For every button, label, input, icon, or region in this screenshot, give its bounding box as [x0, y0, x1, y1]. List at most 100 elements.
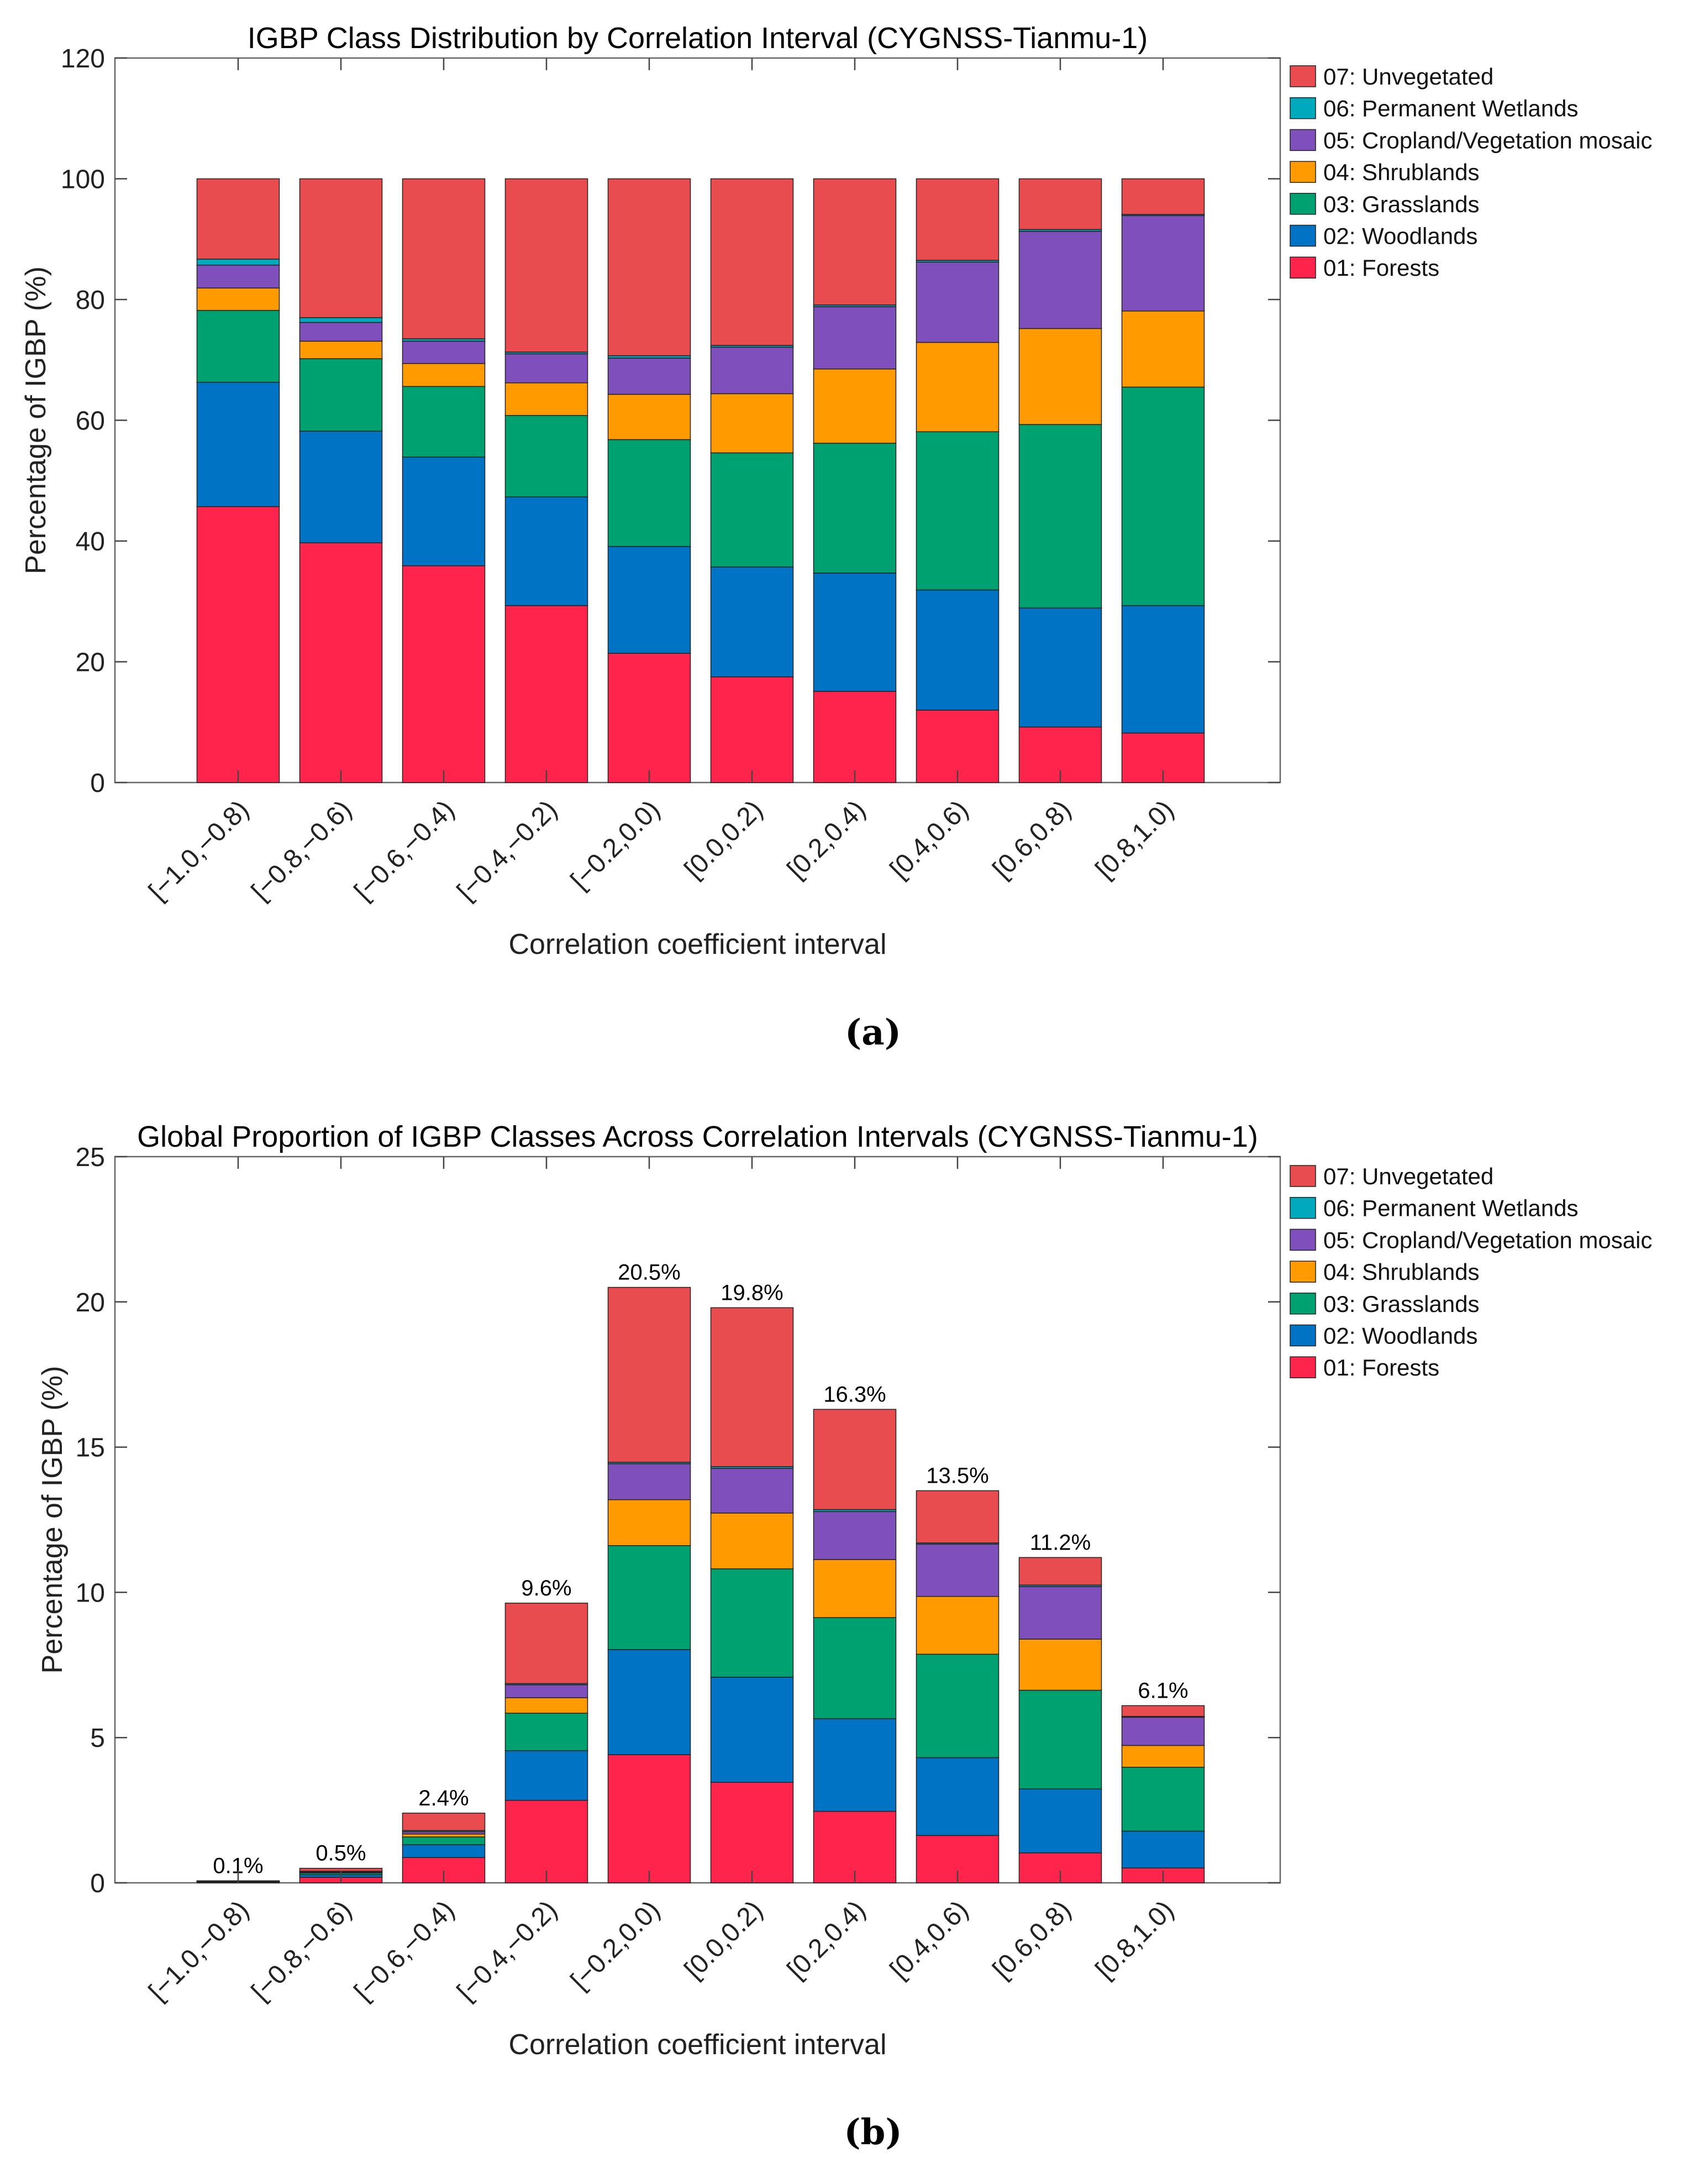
bar-segment-forests [607, 1754, 691, 1883]
bar-segment-woodlands [1018, 607, 1102, 728]
bar-segment-grasslands [607, 439, 691, 547]
bar-segment-shrublands [1121, 1745, 1205, 1768]
x-tick-label: [0.4,0.6) [885, 795, 974, 884]
x-tick-label: [0.0,0.2) [679, 795, 769, 884]
legend-item: 04: Shrublands [1290, 159, 1480, 185]
bar-segment-woodlands [710, 566, 794, 678]
bar-segment-cropland-vegetation-mosaic [813, 306, 897, 370]
bar-segment-forests [813, 691, 897, 783]
bar-segment-shrublands [504, 382, 588, 416]
chart-title: IGBP Class Distribution by Correlation I… [248, 22, 1148, 55]
data-label: 13.5% [926, 1463, 988, 1488]
bar-segment-unvegetated [710, 178, 794, 346]
x-tick-label: [0.0,0.2) [679, 1895, 769, 1985]
bar-segment-shrublands [1018, 328, 1102, 425]
bar-segment-forests [299, 542, 383, 783]
legend-item: 02: Woodlands [1290, 223, 1477, 249]
bar-segment-unvegetated [402, 178, 486, 339]
bar-segment-unvegetated [504, 1603, 588, 1684]
bar-segment-unvegetated [1018, 1557, 1102, 1586]
x-tick-label: [−0.2,0.0) [565, 1895, 666, 1996]
legend-label: 07: Unvegetated [1323, 1163, 1493, 1189]
bar-segment-cropland-vegetation-mosaic [299, 322, 383, 342]
y-tick-label: 0 [90, 769, 105, 798]
legend-swatch [1290, 1229, 1316, 1251]
bar-segment-cropland-vegetation-mosaic [504, 1684, 588, 1698]
legend-label: 04: Shrublands [1323, 159, 1480, 185]
bar-segment-shrublands [299, 340, 383, 359]
legend-label: 03: Grasslands [1323, 1291, 1479, 1317]
bar-segment-cropland-vegetation-mosaic [607, 1463, 691, 1500]
x-tick-label: [−0.6,−0.4) [349, 795, 460, 906]
legend-swatch [1290, 129, 1316, 151]
x-tick-label: [−0.2,0.0) [565, 795, 666, 895]
data-label: 19.8% [720, 1280, 783, 1305]
y-tick-label: 40 [76, 527, 105, 556]
bar-segment-shrublands [504, 1697, 588, 1714]
legend-item: 03: Grasslands [1290, 1291, 1479, 1317]
bar-segment-forests [710, 676, 794, 783]
chart-title: Global Proportion of IGBP Classes Across… [137, 1120, 1258, 1153]
data-label: 0.5% [315, 1841, 366, 1866]
bar-segment-shrublands [402, 363, 486, 387]
bar-segment-grasslands [504, 415, 588, 497]
legend-item: 07: Unvegetated [1290, 64, 1493, 90]
bar-segment-unvegetated [813, 178, 897, 306]
bar-segment-permanent-wetlands [196, 259, 280, 266]
x-tick-label: [0.8,1.0) [1090, 1895, 1180, 1985]
bar-segment-woodlands [607, 546, 691, 654]
legend: 07: Unvegetated 06: Permanent Wetlands 05:… [1290, 1163, 1652, 1380]
legend-item: 05: Cropland/Vegetation mosaic [1290, 127, 1652, 153]
data-label: 6.1% [1138, 1678, 1188, 1703]
x-tick-label: [−0.8,−0.6) [246, 1895, 357, 2007]
x-tick-label: [0.2,0.4) [782, 795, 871, 884]
legend-swatch [1290, 256, 1316, 279]
bar-segment-unvegetated [196, 178, 280, 260]
y-tick-label: 80 [76, 286, 105, 315]
bar-segment-woodlands [813, 573, 897, 692]
x-tick-label: [−1.0,−0.8) [143, 1895, 255, 2007]
legend-swatch [1290, 193, 1316, 215]
bar-segment-cropland-vegetation-mosaic [1121, 215, 1205, 312]
bar-segment-grasslands [607, 1545, 691, 1650]
y-axis-label: Percentage of IGBP (%) [20, 266, 52, 574]
plot-area [114, 57, 1281, 784]
legend-label: 07: Unvegetated [1323, 64, 1493, 90]
legend-swatch [1290, 1261, 1316, 1283]
bar-segment-cropland-vegetation-mosaic [710, 347, 794, 395]
x-tick-label: [0.8,1.0) [1090, 795, 1180, 884]
bar-segment-woodlands [607, 1649, 691, 1755]
bar-segment-shrublands [196, 287, 280, 311]
legend-label: 05: Cropland/Vegetation mosaic [1323, 1227, 1652, 1253]
x-tick-label: [−0.4,−0.2) [451, 795, 563, 906]
bar-segment-unvegetated [402, 1813, 486, 1831]
bar-segment-shrublands [607, 393, 691, 440]
bar-segment-shrublands [916, 1596, 1000, 1655]
y-tick-label: 25 [76, 1143, 105, 1172]
bar-segment-woodlands [504, 1750, 588, 1801]
bar-segment-shrublands [1018, 1639, 1102, 1691]
bar-segment-shrublands [607, 1499, 691, 1546]
y-tick-label: 0 [90, 1869, 105, 1898]
bar-segment-woodlands [1121, 1830, 1205, 1868]
bar-segment-unvegetated [299, 178, 383, 318]
legend-item: 03: Grasslands [1290, 191, 1479, 217]
legend-swatch [1290, 1324, 1316, 1347]
y-tick-label: 20 [76, 1288, 105, 1317]
y-tick-label: 60 [76, 407, 105, 436]
legend-item: 01: Forests [1290, 255, 1439, 281]
bar-segment-forests [504, 1799, 588, 1883]
bar-segment-grasslands [710, 452, 794, 568]
bar-segment-grasslands [402, 1836, 486, 1845]
data-label: 20.5% [618, 1261, 680, 1285]
bar-segment-grasslands [813, 443, 897, 574]
legend-item: 06: Permanent Wetlands [1290, 96, 1579, 122]
bar-segment-unvegetated [916, 1490, 1000, 1544]
bar-segment-woodlands [916, 589, 1000, 711]
x-tick-label: [−0.8,−0.6) [246, 795, 357, 906]
bar-segment-woodlands [710, 1677, 794, 1783]
legend-swatch [1290, 1196, 1316, 1219]
legend-swatch [1290, 161, 1316, 183]
bar-segment-shrublands [813, 1559, 897, 1618]
